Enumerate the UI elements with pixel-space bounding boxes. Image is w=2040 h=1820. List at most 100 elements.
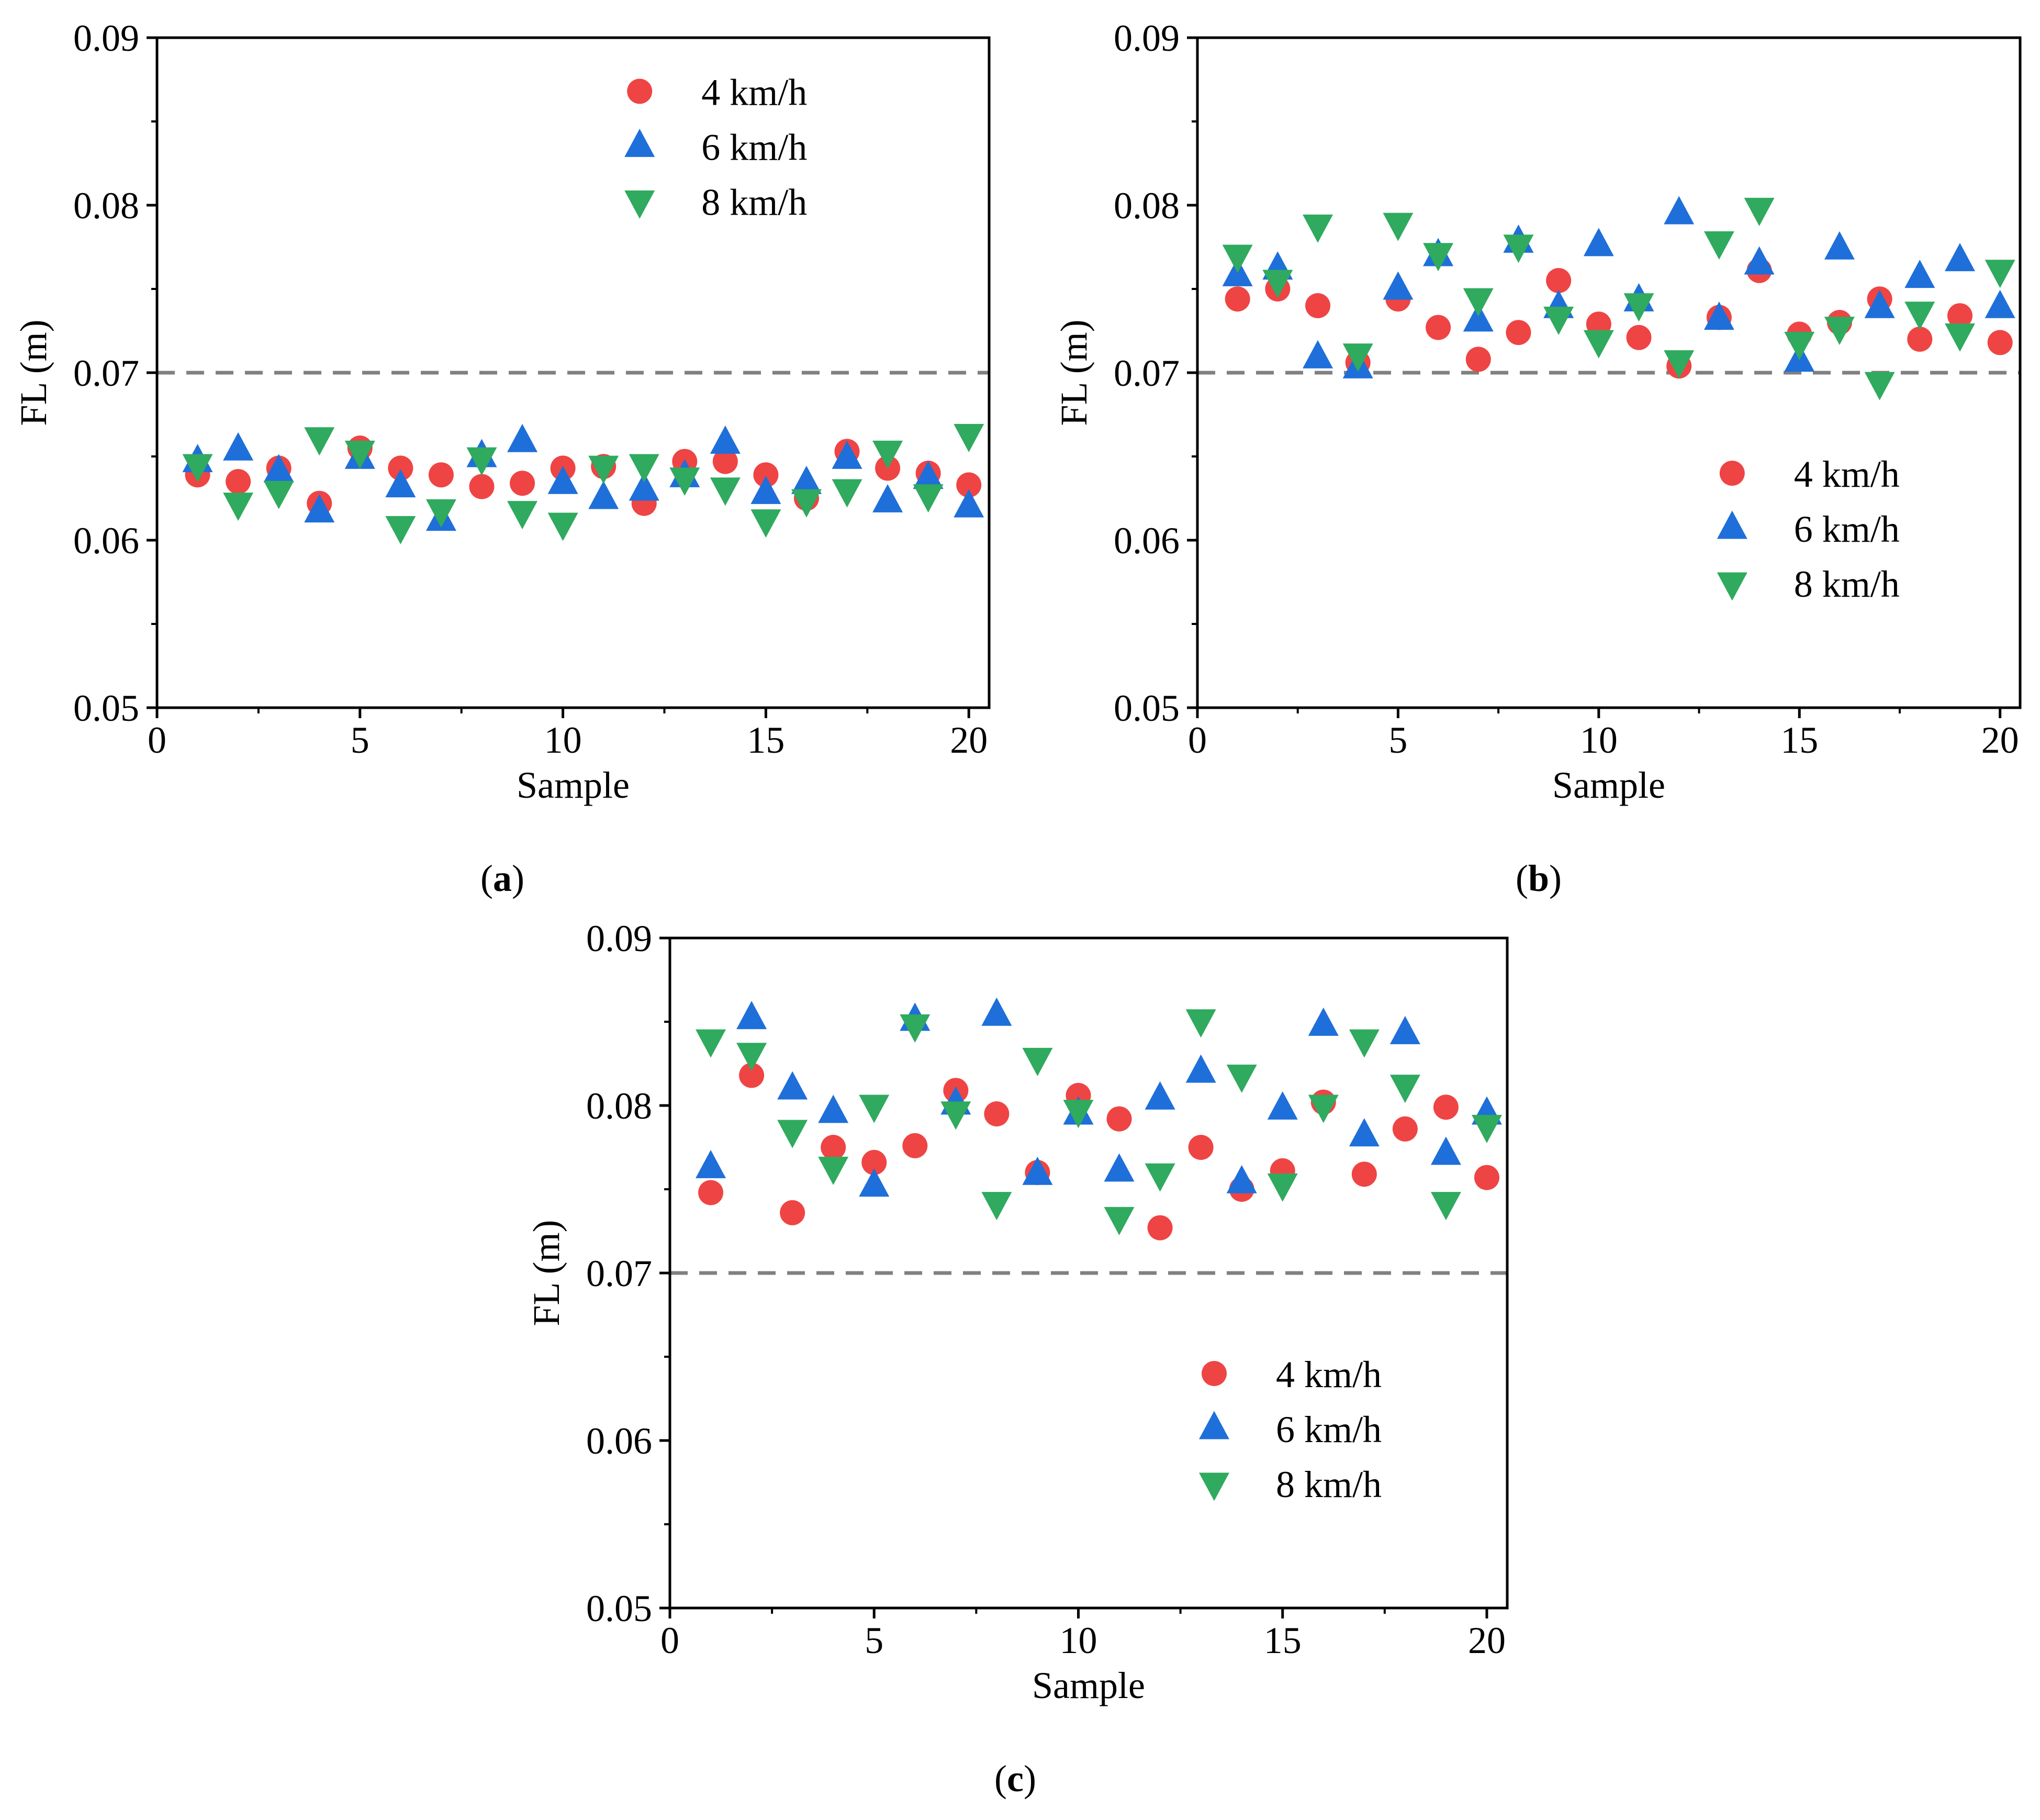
data-point — [1022, 1156, 1053, 1185]
legend-label: 6 km/h — [1794, 508, 1900, 550]
data-point — [859, 1095, 890, 1123]
legend-label: 4 km/h — [701, 71, 807, 113]
data-point — [263, 481, 294, 509]
x-tick-label: 5 — [351, 719, 369, 761]
data-point — [1985, 289, 2015, 318]
data-point — [954, 489, 984, 518]
legend-marker — [624, 190, 655, 219]
data-point — [588, 481, 619, 509]
data-point — [1664, 350, 1695, 379]
legend-marker — [1719, 461, 1745, 486]
data-point — [629, 454, 659, 483]
data-point — [698, 1180, 724, 1205]
panel-label-close-paren: ) — [1549, 857, 1562, 899]
data-point — [940, 1101, 971, 1130]
y-tick-label: 0.06 — [586, 1420, 652, 1462]
data-point — [1147, 1215, 1173, 1241]
data-point — [780, 1200, 805, 1225]
data-point — [1944, 323, 1975, 352]
data-point — [1106, 1106, 1132, 1132]
data-point — [1471, 1114, 1502, 1143]
data-point — [1226, 1064, 1257, 1093]
y-tick-label: 0.08 — [1114, 185, 1180, 227]
data-point — [1474, 1165, 1499, 1190]
data-point — [507, 501, 538, 530]
legend-marker — [1202, 1361, 1227, 1386]
x-tick-label: 20 — [950, 719, 988, 761]
data-point — [1063, 1100, 1094, 1129]
data-point — [388, 455, 413, 481]
data-point — [791, 489, 822, 518]
x-axis-title: Sample — [1032, 1665, 1145, 1706]
y-axis-title: FL (m) — [13, 319, 54, 426]
data-point — [981, 1192, 1012, 1221]
data-point — [777, 1120, 808, 1148]
data-point — [1349, 1118, 1380, 1147]
y-tick-label: 0.06 — [1114, 520, 1180, 562]
x-tick-label: 10 — [1580, 719, 1618, 761]
data-point — [832, 479, 862, 508]
x-tick-label: 0 — [148, 719, 166, 761]
legend-marker — [624, 128, 655, 157]
data-point — [913, 461, 944, 489]
legend: 4 km/h 6 km/h 8 km/h — [1199, 1354, 1382, 1505]
data-point — [1104, 1207, 1135, 1235]
y-axis-title: FL (m) — [525, 1220, 567, 1326]
y-tick-label: 0.09 — [1114, 17, 1180, 59]
data-point — [900, 1014, 931, 1043]
data-point — [1104, 1153, 1135, 1182]
data-point — [1465, 347, 1491, 372]
panel-label: (b) — [1516, 857, 1562, 899]
data-point — [832, 440, 862, 469]
legend: 4 km/h 6 km/h 8 km/h — [624, 71, 807, 223]
data-point — [1944, 243, 1975, 272]
data-point — [1383, 271, 1414, 300]
x-tick-label: 20 — [1981, 719, 2019, 761]
data-point — [466, 447, 497, 476]
data-point — [818, 1095, 849, 1123]
data-point — [1022, 1047, 1053, 1076]
legend-label: 6 km/h — [701, 126, 807, 168]
data-point — [1351, 1162, 1377, 1187]
data-point — [859, 1168, 890, 1197]
data-point — [1222, 244, 1253, 273]
data-point — [1463, 288, 1494, 317]
x-tick-label: 20 — [1468, 1620, 1506, 1661]
data-point — [791, 465, 822, 494]
data-point — [547, 512, 578, 541]
data-point — [385, 469, 416, 498]
data-point — [712, 449, 738, 474]
data-point — [263, 454, 294, 483]
data-point — [1423, 243, 1454, 272]
data-point — [777, 1071, 808, 1100]
legend-label: 4 km/h — [1276, 1354, 1382, 1395]
y-tick-label: 0.05 — [1114, 687, 1180, 729]
panel-label-letter: a — [493, 857, 512, 899]
panel-label-open-paren: ( — [480, 857, 493, 899]
legend-label: 6 km/h — [1276, 1409, 1382, 1450]
data-point — [1703, 302, 1734, 330]
data-point — [1824, 317, 1855, 345]
data-point — [469, 474, 495, 499]
data-point — [821, 1135, 846, 1160]
data-point — [669, 467, 700, 496]
legend-marker — [1717, 510, 1747, 539]
data-point — [1389, 1015, 1420, 1044]
data-point — [861, 1149, 887, 1175]
data-point — [981, 997, 1012, 1026]
data-point — [1426, 315, 1451, 340]
y-tick-label: 0.05 — [586, 1588, 652, 1629]
data-point — [913, 484, 944, 513]
data-point — [1987, 330, 2013, 355]
x-tick-label: 15 — [747, 719, 784, 761]
data-point — [1703, 231, 1734, 260]
legend-marker — [1717, 572, 1747, 601]
panel-label-close-paren: ) — [512, 857, 524, 899]
x-tick-label: 0 — [1188, 719, 1207, 761]
data-point — [1433, 1095, 1459, 1120]
legend-label: 8 km/h — [1276, 1464, 1382, 1505]
data-point — [1904, 260, 1935, 288]
data-point — [1267, 1091, 1298, 1120]
data-point — [385, 516, 416, 544]
